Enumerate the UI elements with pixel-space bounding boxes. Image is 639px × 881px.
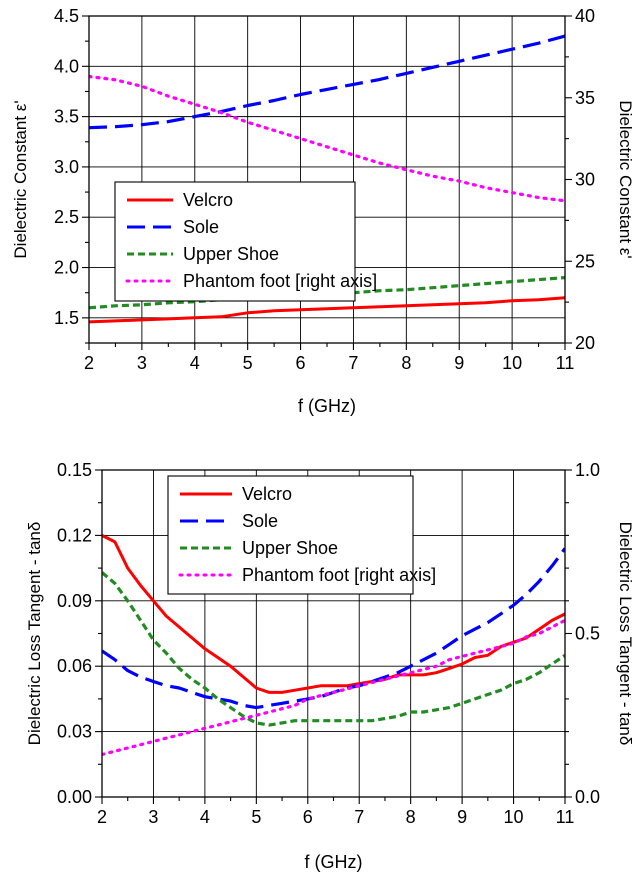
legend-label: Phantom foot [right axis] <box>183 271 377 291</box>
y2-tick-label: 30 <box>575 170 595 190</box>
y2-tick-label: 0.0 <box>575 787 600 807</box>
y-tick-label: 0.09 <box>57 591 92 611</box>
x-tick-label: 3 <box>148 807 158 827</box>
tick-labels: 2 3 4 5 6 7 8 9 10 11 1.5 2.0 2.5 3.0 3.5 4.0 4.5 20 25 30 3… <box>54 6 595 373</box>
y2-tick-label: 1.0 <box>575 460 600 480</box>
axis-ticks <box>95 469 572 804</box>
y-tick-label: 3.5 <box>54 107 79 127</box>
legend-label: Velcro <box>183 190 233 210</box>
plot-frame <box>101 469 566 798</box>
x-tick-label: 8 <box>401 353 411 373</box>
x-axis-title: f (GHz) <box>305 852 363 872</box>
series-lines <box>89 34 565 324</box>
x-tick-label: 2 <box>97 807 107 827</box>
x-axis-title: f (GHz) <box>298 396 356 416</box>
chart-panel-2: 2 3 4 5 6 7 8 9 10 11 0.00 0.03 0.06 0.09 0.12 0.15 0.0 0… <box>25 460 635 872</box>
legend-box <box>114 181 356 302</box>
y2-tick-label: 20 <box>575 333 595 353</box>
legend: Velcro Sole Upper Shoe Phantom foot [right … <box>114 181 377 302</box>
x-tick-label: 10 <box>504 807 524 827</box>
series-line-phantom <box>102 618 565 757</box>
y2-tick-label: 35 <box>575 88 595 108</box>
y2-axis-title: Dielectric Constant ε' <box>616 100 635 258</box>
y-tick-label: 0.00 <box>57 787 92 807</box>
x-tick-label: 4 <box>190 353 200 373</box>
x-tick-label: 6 <box>296 353 306 373</box>
y-axis-title: Dielectric Constant ε' <box>11 100 30 258</box>
y-tick-label: 4.0 <box>54 56 79 76</box>
y-tick-label: 1.5 <box>54 308 79 328</box>
legend-label: Velcro <box>242 484 292 504</box>
series-line-upper-shoe <box>89 276 565 310</box>
x-tick-label: 10 <box>502 353 522 373</box>
x-tick-label: 8 <box>406 807 416 827</box>
x-tick-label: 7 <box>348 353 358 373</box>
axis-ticks <box>82 15 572 350</box>
y-tick-label: 0.15 <box>57 460 92 480</box>
x-tick-label: 11 <box>556 353 575 373</box>
y2-tick-label: 0.5 <box>575 624 600 644</box>
x-tick-label: 2 <box>84 353 94 373</box>
y-tick-label: 0.12 <box>57 525 92 545</box>
y-tick-label: 0.06 <box>57 656 92 676</box>
y-tick-label: 4.5 <box>54 6 79 26</box>
legend-label: Sole <box>242 511 278 531</box>
y-tick-label: 0.03 <box>57 722 92 742</box>
x-tick-label: 11 <box>556 807 575 827</box>
plot-frame <box>88 15 566 344</box>
legend-box <box>167 475 414 595</box>
legend: Velcro Sole Upper Shoe Phantom foot [right … <box>167 475 436 595</box>
y2-tick-label: 40 <box>575 6 595 26</box>
y-tick-label: 2.0 <box>54 258 79 278</box>
y2-axis-title: Dielectric Loss Tangent - tanδ <box>616 522 635 746</box>
series-line-velcro <box>102 534 565 694</box>
x-tick-label: 9 <box>454 353 464 373</box>
series-line-velcro <box>89 296 565 324</box>
legend-label: Phantom foot [right axis] <box>242 565 436 585</box>
x-tick-label: 6 <box>303 807 313 827</box>
series-lines <box>102 534 565 757</box>
x-tick-label: 7 <box>354 807 364 827</box>
tick-labels: 2 3 4 5 6 7 8 9 10 11 0.00 0.03 0.06 0.09 0.12 0.15 0.0 0… <box>57 460 600 827</box>
series-line-upper-shoe <box>102 571 565 727</box>
x-tick-label: 5 <box>243 353 253 373</box>
x-tick-label: 5 <box>251 807 261 827</box>
series-line-phantom <box>89 74 565 203</box>
y2-tick-label: 25 <box>575 251 595 271</box>
y-tick-label: 2.5 <box>54 207 79 227</box>
chart-panel-1: 2 3 4 5 6 7 8 9 10 11 1.5 2.0 2.5 3.0 3.5 4.0 4.5 20 25 30 3… <box>11 6 635 416</box>
legend-label: Upper Shoe <box>242 538 338 558</box>
y-axis-title: Dielectric Loss Tangent - tanδ <box>25 522 44 746</box>
series-line-sole <box>89 34 565 130</box>
legend-label: Upper Shoe <box>183 244 279 264</box>
x-tick-label: 3 <box>137 353 147 373</box>
y-tick-label: 3.0 <box>54 157 79 177</box>
legend-label: Sole <box>183 217 219 237</box>
x-tick-label: 4 <box>200 807 210 827</box>
x-tick-label: 9 <box>457 807 467 827</box>
